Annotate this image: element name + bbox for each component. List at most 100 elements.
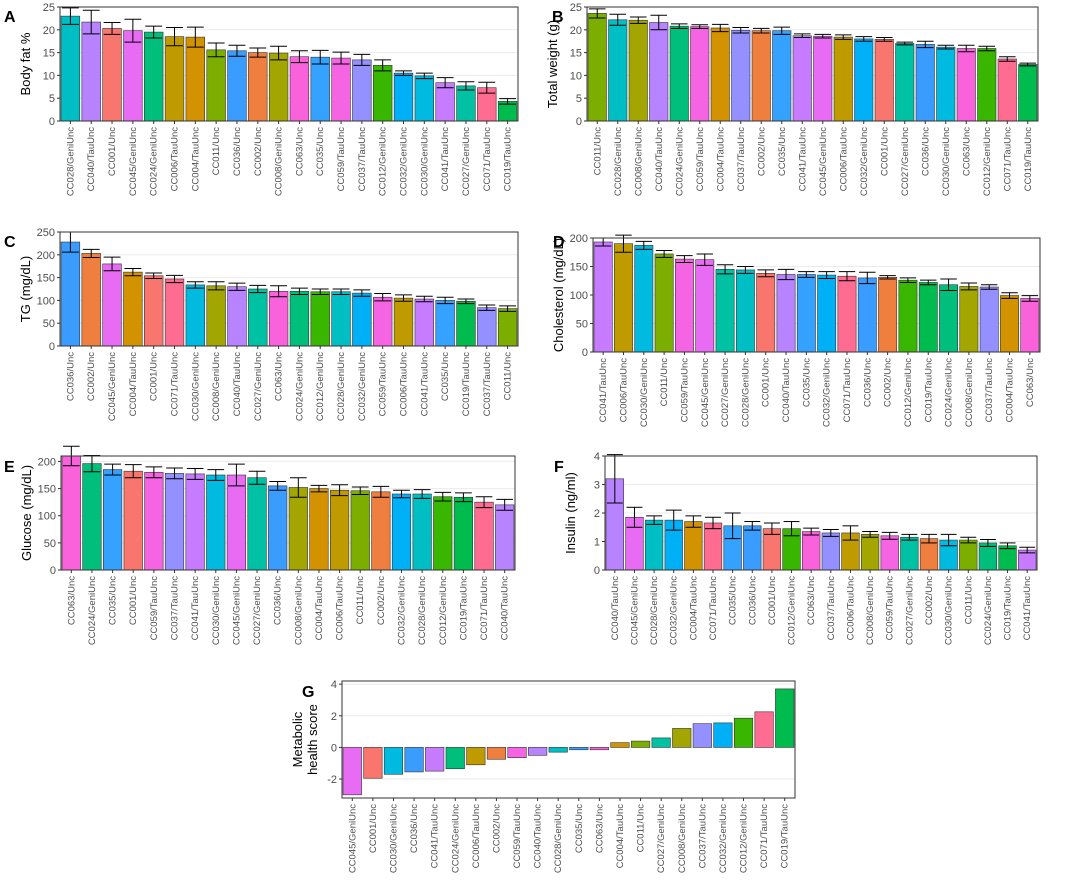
error-bar <box>588 8 606 19</box>
bar-cc024-geniunc <box>445 747 465 770</box>
bar-cc040-tauunc <box>227 286 247 347</box>
x-tick-label: CC059/TauUnc <box>885 576 896 641</box>
error-bar <box>650 14 668 31</box>
y-tick-label: 0 <box>49 341 55 353</box>
bar-cc036-unc <box>268 485 288 571</box>
x-tick-label: CC063/Unc <box>961 127 972 176</box>
error-bar <box>166 274 183 284</box>
x-tick-label: CC006/TauUnc <box>399 352 410 417</box>
bar-cc030-geniunc <box>185 284 205 347</box>
error-bar <box>475 496 493 509</box>
x-tick-label: CC041/TauUnc <box>598 358 609 423</box>
y-tick-label: 0 <box>331 742 337 754</box>
x-tick-label: CC041/TauUnc <box>797 127 808 192</box>
x-tick-label: CC032/GeniUnc <box>718 804 729 873</box>
error-bar <box>457 298 475 305</box>
x-axis: CC045/GeniUnc CC001/Unc CC030/GeniUnc CC036… <box>347 798 791 873</box>
x-tick-label: CC012/GeniUnc <box>787 576 798 645</box>
bar-cc019-tauunc <box>775 688 795 748</box>
error-bar <box>875 37 893 42</box>
bar-cc001-unc <box>874 39 894 122</box>
x-tick-label: CC045/GeniUnc <box>700 358 711 427</box>
y-tick-label: 200 <box>570 233 588 245</box>
bar-cc045-geniunc <box>102 263 122 347</box>
bar-cc059-tauunc <box>880 535 899 571</box>
y-tick-label: 100 <box>38 511 56 523</box>
error-bar <box>103 256 121 272</box>
bar-cc040-tauunc <box>528 747 548 756</box>
x-tick-label: CC004/TauUnc <box>688 576 699 641</box>
bar-cc045-geniunc <box>695 259 715 353</box>
bar-cc019-tauunc <box>453 496 473 571</box>
error-bar <box>415 295 433 303</box>
bar-cc006-tauunc <box>164 36 185 122</box>
y-tick-label: 10 <box>43 70 55 82</box>
error-bar <box>670 23 688 29</box>
x-axis: CC041/TauUnc CC006/TauUnc CC030/GeniUnc CC0… <box>598 352 1036 427</box>
error-bar <box>436 296 454 305</box>
x-tick-label: CC059/TauUnc <box>512 804 523 869</box>
error-bar <box>685 515 702 528</box>
error-bar <box>646 515 663 525</box>
x-tick-label: CC041/TauUnc <box>1022 576 1033 641</box>
error-bar <box>999 542 1016 550</box>
error-bar <box>803 527 820 536</box>
error-bar <box>351 486 369 496</box>
error-bar <box>793 33 811 39</box>
error-bar <box>655 250 673 258</box>
x-tick-label: CC028/GeniUnc <box>553 804 564 873</box>
error-bar <box>82 9 100 35</box>
x-tick-label: CC028/GeniUnc <box>613 127 624 196</box>
error-bar <box>814 33 832 39</box>
x-tick-label: CC035/Unc <box>801 358 812 407</box>
bar-cc024-geniunc <box>144 31 164 122</box>
bar-cc059-tauunc <box>690 26 710 122</box>
bar-cc037-tauunc <box>692 723 712 748</box>
error-bar <box>979 539 996 547</box>
x-tick-label: CC012/GeniUnc <box>903 358 914 427</box>
y-axis: 0 5 10 15 20 25 <box>43 2 60 128</box>
error-bar <box>248 470 266 485</box>
x-tick-label: CC024/GeniUnc <box>149 127 160 196</box>
error-bar <box>395 70 412 76</box>
y-axis: 0 5 10 15 20 25 <box>570 2 587 128</box>
panel-g: G -2 0 2 4 CC045/GeniUnc CC001/Unc CC030/GeniUn… <box>290 679 796 873</box>
error-bar <box>145 25 163 39</box>
error-bar <box>1019 62 1037 67</box>
bar-cc012-geniunc <box>373 65 393 122</box>
bar-cc004-tauunc <box>610 742 630 748</box>
x-tick-label: CC027/GeniUnc <box>656 804 667 873</box>
bar-cc027-geniunc <box>651 737 671 748</box>
x-tick-label: CC071/TauUnc <box>708 576 719 641</box>
x-tick-label: CC032/GeniUnc <box>397 576 408 645</box>
bar-cc006-tauunc <box>614 243 633 353</box>
error-bar <box>145 466 163 479</box>
error-bar <box>289 477 307 498</box>
error-bar <box>415 72 433 80</box>
error-bar <box>310 484 328 493</box>
x-tick-label: CC045/GeniUnc <box>128 127 139 196</box>
x-tick-label: CC011/Unc <box>503 352 514 401</box>
x-tick-label: CC063/Unc <box>66 576 77 625</box>
bar-cc012-geniunc <box>898 279 918 353</box>
error-bar <box>455 492 472 503</box>
x-axis: CC040/TauUnc CC045/GeniUnc CC028/GeniUnc CC… <box>610 570 1033 645</box>
error-bar <box>629 16 647 24</box>
bar-cc008-geniunc <box>628 19 648 122</box>
bar-cc012-geniunc <box>733 717 754 748</box>
error-bar <box>921 533 937 544</box>
error-bar <box>311 49 329 65</box>
x-tick-label: CC071/TauUnc <box>1002 127 1013 192</box>
error-bar <box>881 531 898 540</box>
bar-cc036-unc <box>743 525 762 571</box>
bar-series <box>605 454 1037 571</box>
x-tick-label: CC071/TauUnc <box>482 127 493 192</box>
error-bar <box>783 521 800 537</box>
y-tick-label: 25 <box>43 2 55 14</box>
x-tick-label: CC012/GeniUnc <box>315 352 326 421</box>
bar-cc036-unc <box>404 747 424 773</box>
error-bar <box>249 47 267 58</box>
error-bar <box>818 271 835 279</box>
bar-cc028-geniunc <box>331 291 351 347</box>
